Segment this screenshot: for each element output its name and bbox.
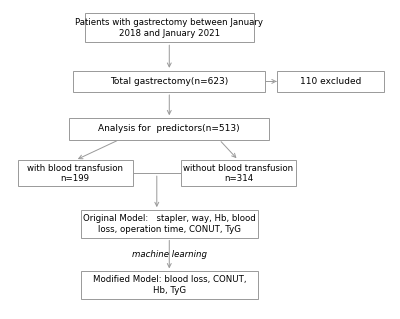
Text: with blood transfusion
n=199: with blood transfusion n=199 [27,164,123,183]
Text: Original Model:   stapler, way, Hb, blood
loss, operation time, CONUT, TyG: Original Model: stapler, way, Hb, blood … [83,214,256,234]
FancyBboxPatch shape [73,71,265,92]
Text: without blood transfusion
n=314: without blood transfusion n=314 [183,164,294,183]
FancyBboxPatch shape [81,210,258,238]
Text: 110 excluded: 110 excluded [300,77,361,86]
FancyBboxPatch shape [81,271,258,299]
Text: Analysis for  predictors(n=513): Analysis for predictors(n=513) [98,124,240,133]
Text: Total gastrectomy(n=623): Total gastrectomy(n=623) [110,77,228,86]
Text: Modified Model: blood loss, CONUT,
Hb, TyG: Modified Model: blood loss, CONUT, Hb, T… [92,275,246,295]
FancyBboxPatch shape [277,71,384,92]
FancyBboxPatch shape [181,160,296,186]
Text: Patients with gastrectomy between January
2018 and January 2021: Patients with gastrectomy between Januar… [75,18,263,38]
FancyBboxPatch shape [18,160,133,186]
Text: machine learning: machine learning [132,250,207,259]
FancyBboxPatch shape [70,118,269,140]
FancyBboxPatch shape [85,13,254,42]
